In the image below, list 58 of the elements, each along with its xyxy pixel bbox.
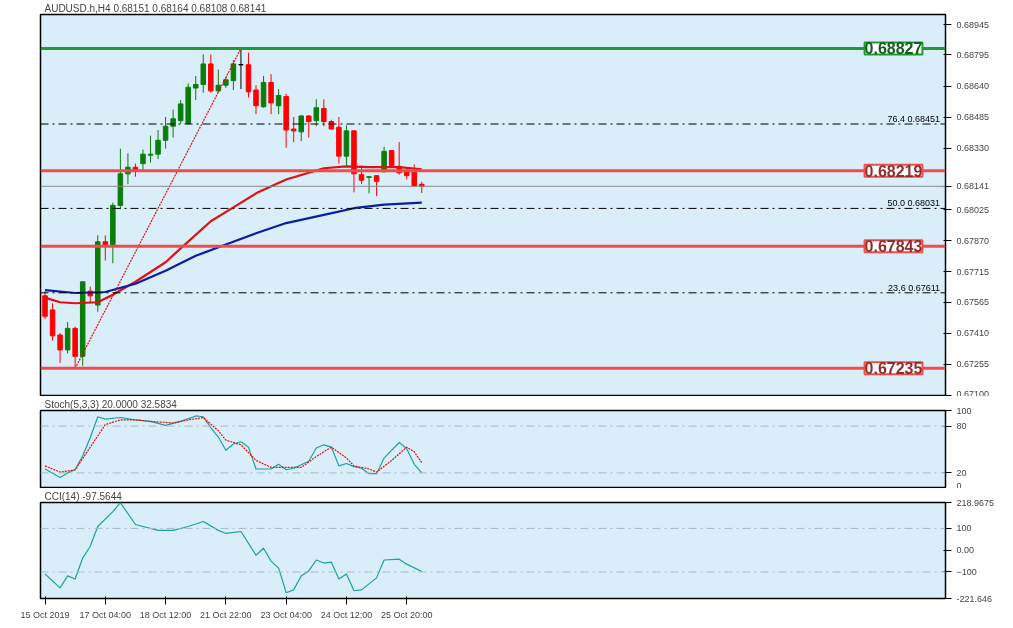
y-tick-label: 20 [956, 467, 967, 478]
y-tick-label: 218.9675 [956, 497, 995, 508]
chart-title: AUDUSD.h,H4 0.68151 0.68164 0.68108 0.68141 [44, 3, 267, 14]
ref-line-label: 76.4 0.68451 [887, 114, 941, 125]
candlestick [321, 98, 327, 127]
y-tick-label: 0 [956, 480, 962, 491]
y-tick-label: 0.68330 [956, 143, 990, 154]
y-tick-label: 0.68485 [956, 112, 990, 123]
candlestick [290, 116, 297, 143]
x-tick-label: 24 Oct 12:00 [320, 609, 373, 620]
candlestick [366, 176, 372, 194]
y-tick-label: 0.67255 [956, 359, 990, 370]
candlestick [162, 116, 169, 150]
chart-title: CCI(14) -97.5644 [44, 491, 123, 502]
y-tick-label: 0.00 [956, 545, 975, 556]
line-series [44, 502, 423, 594]
line-series [43, 201, 423, 295]
y-tick-label: 0.68795 [956, 49, 990, 60]
ref-line-label: 23.6 0.67611 [888, 282, 941, 293]
candlestick [147, 135, 154, 164]
candlestick [373, 175, 380, 197]
candlestick [253, 84, 259, 115]
candlestick [57, 332, 63, 364]
y-tick-label: 0.68640 [956, 81, 990, 92]
y-tick-label: 0.67870 [956, 235, 990, 246]
x-tick-label: 21 Oct 22:00 [200, 609, 252, 620]
y-tick-label: 0.67410 [956, 328, 990, 339]
x-tick-label: 18 Oct 12:00 [139, 609, 192, 620]
y-tick-label: 0.68141 [956, 181, 990, 192]
y-tick-label: −100 [956, 567, 977, 577]
candlestick [306, 114, 312, 138]
candlestick [155, 129, 161, 160]
x-tick-label: 25 Oct 20:00 [380, 609, 433, 620]
candlestick [140, 149, 146, 171]
candlestick [64, 321, 71, 354]
x-tick-label: 23 Oct 04:00 [260, 609, 312, 620]
candlestick [102, 234, 109, 261]
y-tick-label: 0.67565 [956, 297, 990, 308]
ref-line-label: 0.68827 [864, 40, 923, 58]
candlestick [298, 114, 304, 142]
y-tick-label: 0.67100 [956, 388, 990, 399]
x-tick-label: 15 Oct 2019 [20, 609, 70, 620]
y-tick-label: 100 [956, 523, 972, 534]
x-tick-label: 17 Oct 04:00 [79, 609, 132, 620]
chart-title: Stoch(5,3,3) 20.0000 32.5834 [44, 399, 178, 410]
y-tick-label: 0.68945 [956, 19, 990, 30]
y-tick-label: 0.68025 [956, 204, 990, 215]
ref-line-label: 50.0 0.68031 [887, 198, 941, 209]
y-tick-label: 100 [956, 405, 972, 416]
ref-line-label: 0.68219 [864, 162, 923, 180]
candlestick [358, 164, 365, 185]
candlestick [268, 73, 274, 115]
y-tick-label: 0.67715 [956, 266, 990, 277]
candlestick [42, 290, 48, 320]
candlestick [275, 88, 282, 115]
y-tick-label: -221.646 [956, 593, 993, 604]
candlestick [313, 98, 320, 127]
y-tick-label: 80 [956, 421, 967, 432]
